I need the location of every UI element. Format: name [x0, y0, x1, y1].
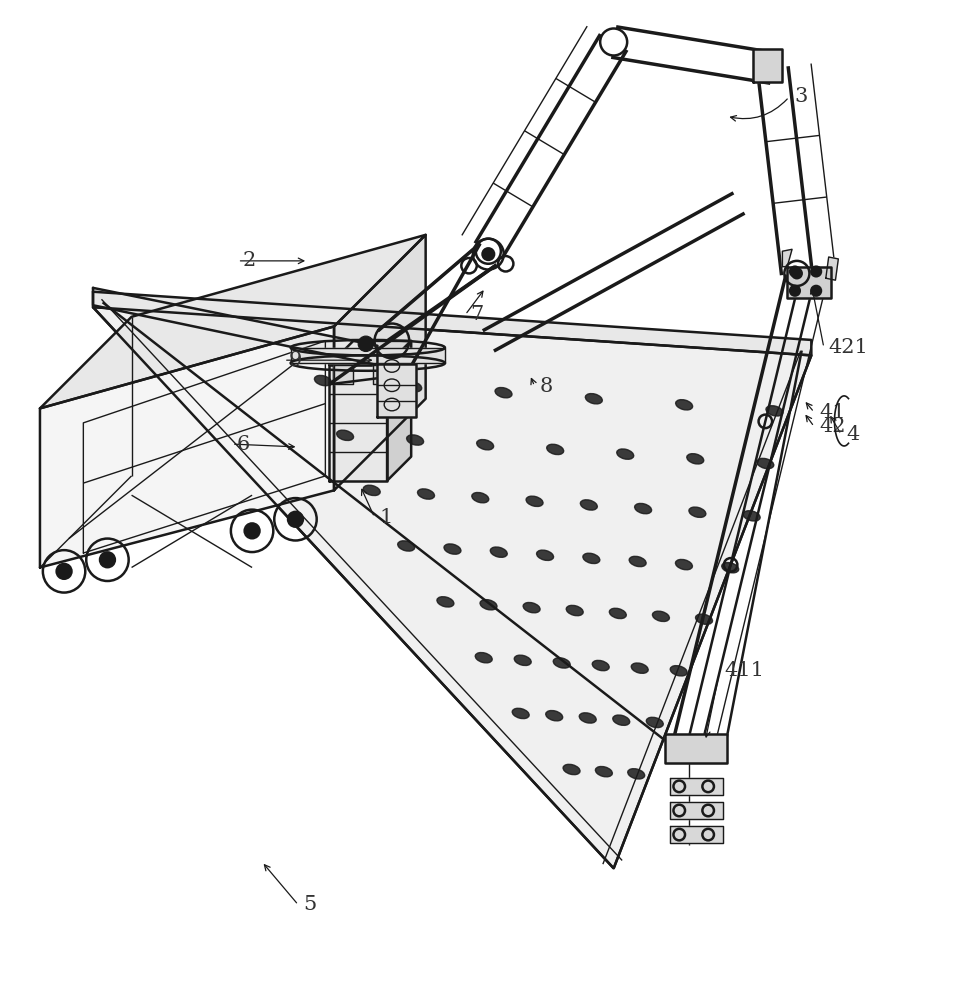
- Ellipse shape: [397, 541, 415, 551]
- Polygon shape: [291, 348, 445, 363]
- Ellipse shape: [580, 500, 598, 510]
- Ellipse shape: [721, 563, 739, 573]
- Ellipse shape: [523, 602, 541, 613]
- Ellipse shape: [472, 492, 488, 503]
- Polygon shape: [753, 49, 782, 82]
- Circle shape: [245, 523, 259, 538]
- Ellipse shape: [676, 400, 692, 410]
- Text: 9: 9: [289, 351, 302, 370]
- Circle shape: [790, 286, 800, 296]
- Circle shape: [811, 286, 821, 296]
- Ellipse shape: [314, 375, 332, 386]
- Polygon shape: [40, 235, 425, 408]
- Circle shape: [790, 267, 800, 276]
- Polygon shape: [329, 365, 387, 481]
- Ellipse shape: [567, 605, 583, 616]
- Text: 41: 41: [819, 403, 846, 422]
- Ellipse shape: [585, 394, 602, 404]
- Ellipse shape: [613, 715, 630, 725]
- Ellipse shape: [364, 485, 380, 496]
- Ellipse shape: [609, 608, 627, 619]
- Polygon shape: [387, 341, 411, 481]
- Ellipse shape: [689, 507, 706, 517]
- Polygon shape: [669, 778, 722, 795]
- Polygon shape: [377, 364, 416, 417]
- Ellipse shape: [628, 769, 645, 779]
- Ellipse shape: [579, 713, 597, 723]
- Text: 6: 6: [237, 435, 249, 454]
- Circle shape: [57, 564, 72, 579]
- Polygon shape: [40, 326, 334, 567]
- Ellipse shape: [744, 511, 760, 521]
- Ellipse shape: [630, 556, 646, 567]
- Ellipse shape: [537, 550, 553, 560]
- Circle shape: [100, 552, 115, 567]
- Ellipse shape: [437, 597, 454, 607]
- Ellipse shape: [757, 458, 774, 469]
- Polygon shape: [664, 734, 727, 763]
- Ellipse shape: [444, 544, 461, 554]
- Text: 1: 1: [379, 508, 393, 527]
- Ellipse shape: [653, 611, 669, 621]
- Ellipse shape: [676, 559, 692, 570]
- Polygon shape: [329, 341, 411, 365]
- Ellipse shape: [670, 666, 688, 676]
- Ellipse shape: [495, 388, 512, 398]
- Text: 2: 2: [243, 251, 255, 270]
- Ellipse shape: [695, 614, 713, 624]
- Ellipse shape: [766, 406, 783, 416]
- Polygon shape: [826, 257, 838, 280]
- Ellipse shape: [617, 449, 633, 459]
- Ellipse shape: [583, 553, 600, 564]
- Ellipse shape: [546, 444, 564, 455]
- Circle shape: [811, 267, 821, 276]
- Ellipse shape: [553, 658, 571, 668]
- Ellipse shape: [407, 435, 424, 445]
- Ellipse shape: [596, 766, 612, 777]
- Polygon shape: [93, 307, 811, 868]
- Ellipse shape: [631, 663, 648, 673]
- Ellipse shape: [480, 600, 497, 610]
- Text: 411: 411: [724, 661, 765, 680]
- Text: 3: 3: [794, 87, 807, 106]
- Ellipse shape: [687, 454, 704, 464]
- Polygon shape: [372, 365, 392, 384]
- Ellipse shape: [563, 764, 580, 775]
- Circle shape: [358, 336, 373, 352]
- Text: 421: 421: [829, 338, 868, 357]
- Polygon shape: [787, 267, 831, 298]
- Polygon shape: [334, 235, 425, 490]
- Ellipse shape: [646, 717, 663, 728]
- Circle shape: [288, 512, 303, 527]
- Ellipse shape: [634, 503, 652, 514]
- Ellipse shape: [513, 708, 529, 719]
- Ellipse shape: [477, 440, 493, 450]
- Polygon shape: [669, 826, 722, 843]
- Polygon shape: [334, 365, 353, 384]
- Ellipse shape: [405, 381, 422, 392]
- Ellipse shape: [545, 711, 563, 721]
- Text: 7: 7: [470, 305, 484, 324]
- Polygon shape: [93, 292, 811, 355]
- Polygon shape: [782, 249, 792, 267]
- Ellipse shape: [526, 496, 543, 506]
- Ellipse shape: [337, 430, 354, 440]
- Ellipse shape: [475, 653, 492, 663]
- Ellipse shape: [514, 655, 531, 665]
- Ellipse shape: [490, 547, 508, 557]
- Ellipse shape: [418, 489, 434, 499]
- Ellipse shape: [592, 660, 609, 671]
- Text: 4: 4: [846, 425, 860, 444]
- Text: 42: 42: [819, 417, 845, 436]
- Text: 8: 8: [540, 377, 553, 396]
- Polygon shape: [93, 288, 377, 365]
- Circle shape: [792, 269, 802, 278]
- Circle shape: [483, 248, 494, 260]
- Polygon shape: [669, 802, 722, 819]
- Text: 5: 5: [304, 895, 316, 914]
